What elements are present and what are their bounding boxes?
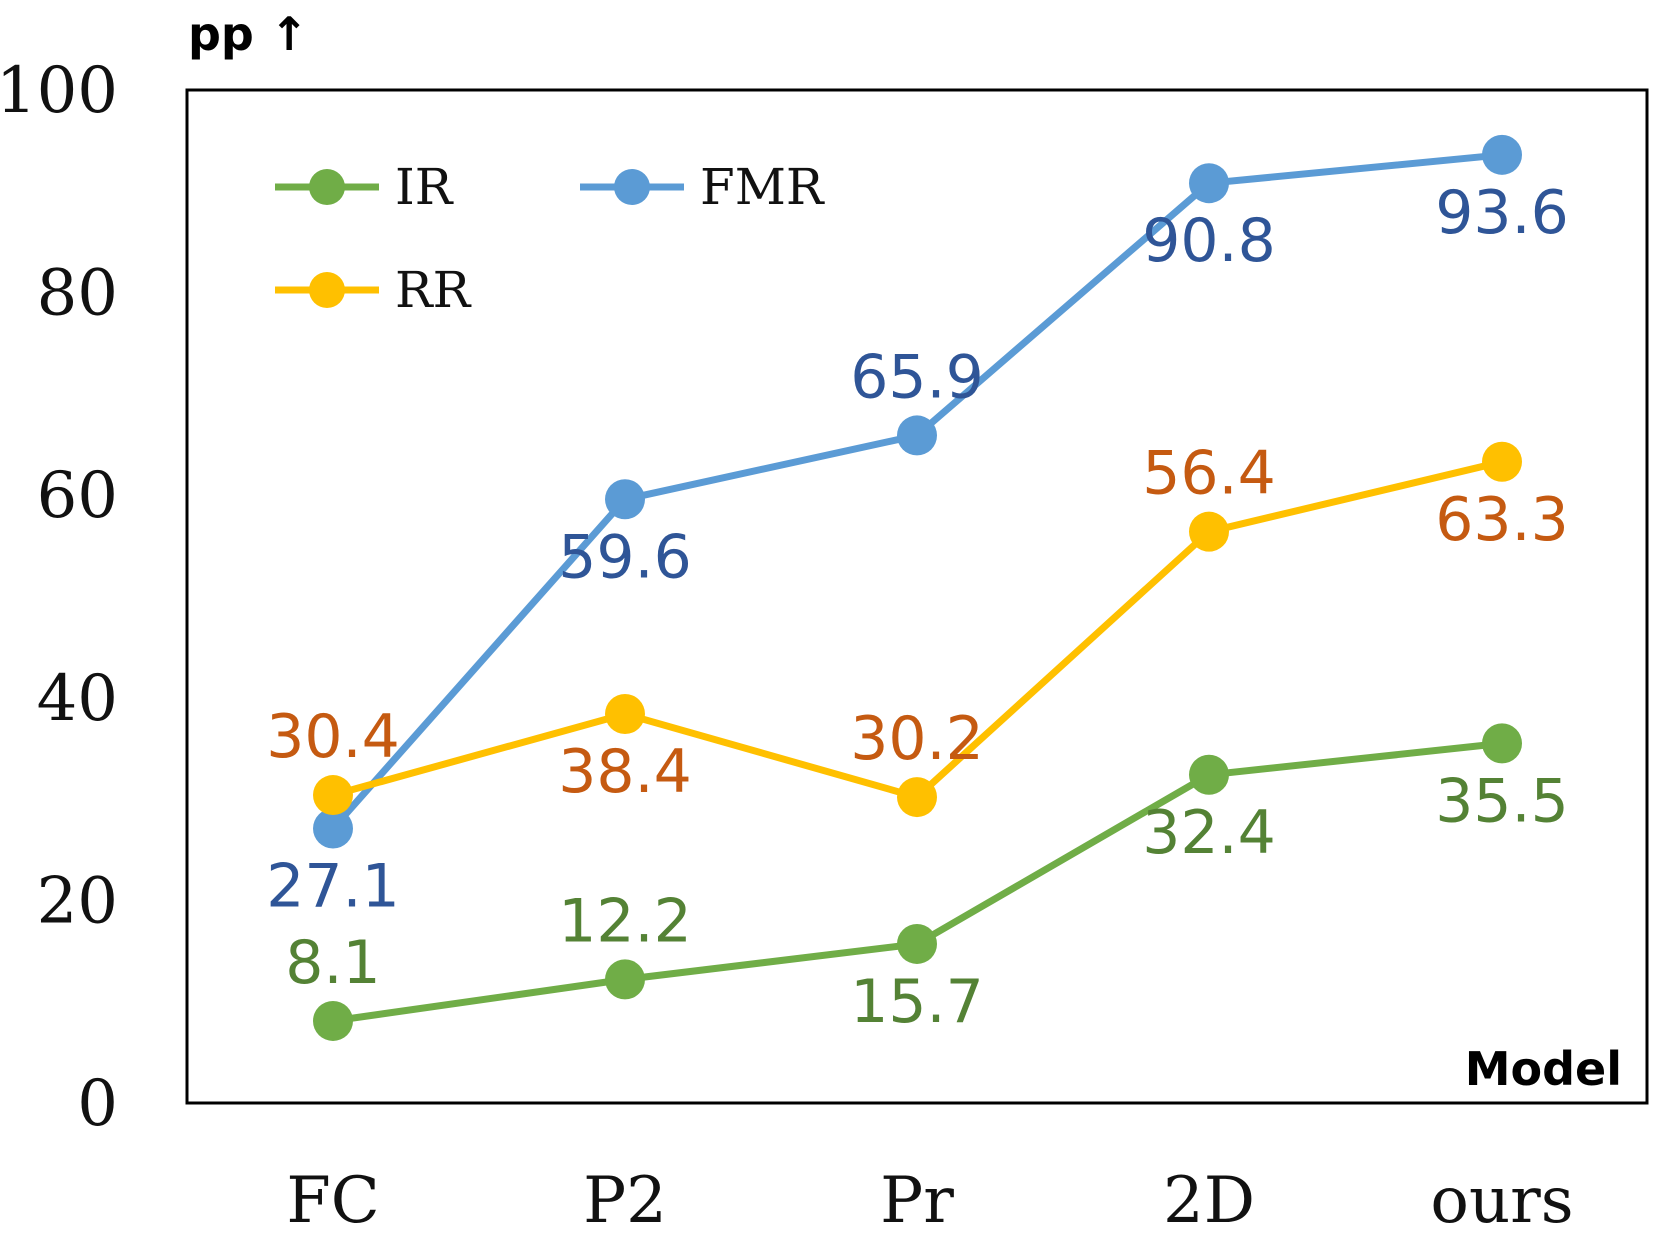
legend-item-ir: IR — [275, 158, 454, 216]
y-tick-label-80: 80 — [37, 257, 118, 331]
legend-marker-fmr — [614, 169, 650, 205]
y-tick-label-0: 0 — [77, 1067, 118, 1141]
data-label-ir-ours: 35.5 — [1435, 766, 1569, 836]
data-label-rr-FC: 30.4 — [266, 702, 400, 772]
data-point-fmr-2D — [1189, 163, 1229, 204]
x-axis-ticks: FC P2 Pr 2D ours — [286, 1164, 1573, 1238]
x-tick-label-Pr: Pr — [880, 1164, 954, 1238]
series-rr: 30.4 38.4 30.2 56.4 63.3 — [266, 439, 1569, 818]
data-label-rr-P2: 38.4 — [558, 737, 692, 807]
data-point-fmr-Pr — [897, 415, 937, 456]
legend-marker-ir — [309, 169, 345, 205]
data-label-fmr-P2: 59.6 — [558, 522, 692, 592]
x-tick-label-P2: P2 — [583, 1164, 667, 1238]
data-label-fmr-Pr: 65.9 — [850, 342, 984, 412]
x-axis-title: Model — [1465, 1042, 1622, 1096]
x-tick-label-2D: 2D — [1163, 1164, 1255, 1238]
data-point-fmr-ours — [1482, 134, 1522, 175]
data-label-ir-2D: 32.4 — [1142, 798, 1276, 868]
data-point-rr-P2 — [605, 694, 645, 735]
data-label-fmr-FC: 27.1 — [266, 851, 400, 921]
y-axis-title-text: pp ↑ — [188, 7, 308, 61]
y-tick-label-60: 60 — [37, 459, 118, 533]
data-point-ir-P2 — [605, 959, 645, 1000]
data-label-ir-FC: 8.1 — [285, 928, 380, 998]
series-layer: 8.1 12.2 15.7 32.4 35.5 27.1 59.6 65.9 90.8 93.6 3… — [266, 134, 1569, 1041]
data-point-fmr-P2 — [605, 479, 645, 520]
data-point-rr-ours — [1482, 441, 1522, 482]
data-label-rr-ours: 63.3 — [1435, 485, 1569, 555]
legend-label-ir: IR — [395, 158, 454, 216]
data-label-ir-Pr: 15.7 — [850, 967, 984, 1037]
y-tick-label-20: 20 — [37, 864, 118, 938]
legend-label-fmr: FMR — [700, 158, 825, 216]
data-point-rr-2D — [1189, 511, 1229, 552]
legend-marker-rr — [309, 272, 345, 308]
data-label-rr-Pr: 30.2 — [850, 704, 984, 774]
legend-item-fmr: FMR — [580, 158, 825, 216]
data-label-ir-P2: 12.2 — [558, 886, 692, 956]
data-label-rr-2D: 56.4 — [1142, 439, 1276, 509]
data-point-fmr-FC — [313, 808, 353, 849]
data-point-rr-FC — [313, 775, 353, 816]
data-point-ir-FC — [313, 1000, 353, 1041]
y-tick-label-40: 40 — [37, 662, 118, 736]
y-tick-label-100: 100 — [0, 54, 118, 128]
data-label-fmr-2D: 90.8 — [1142, 206, 1276, 276]
y-axis-ticks: 0 20 40 60 80 100 — [0, 54, 118, 1141]
x-tick-label-ours: ours — [1430, 1164, 1573, 1238]
y-axis-title: pp ↑ — [188, 7, 308, 61]
data-point-ir-2D — [1189, 754, 1229, 795]
data-point-rr-Pr — [897, 777, 937, 818]
x-tick-label-FC: FC — [286, 1164, 379, 1238]
legend-item-rr: RR — [275, 261, 472, 319]
legend-label-rr: RR — [395, 261, 472, 319]
plot-area-frame — [185, 88, 1649, 1105]
data-label-fmr-ours: 93.6 — [1435, 178, 1569, 248]
series-ir: 8.1 12.2 15.7 32.4 35.5 — [285, 723, 1569, 1041]
series-fmr: 27.1 59.6 65.9 90.8 93.6 — [266, 134, 1569, 921]
data-point-ir-ours — [1482, 723, 1522, 764]
legend: IR FMR RR — [275, 158, 825, 319]
data-point-ir-Pr — [897, 923, 937, 964]
